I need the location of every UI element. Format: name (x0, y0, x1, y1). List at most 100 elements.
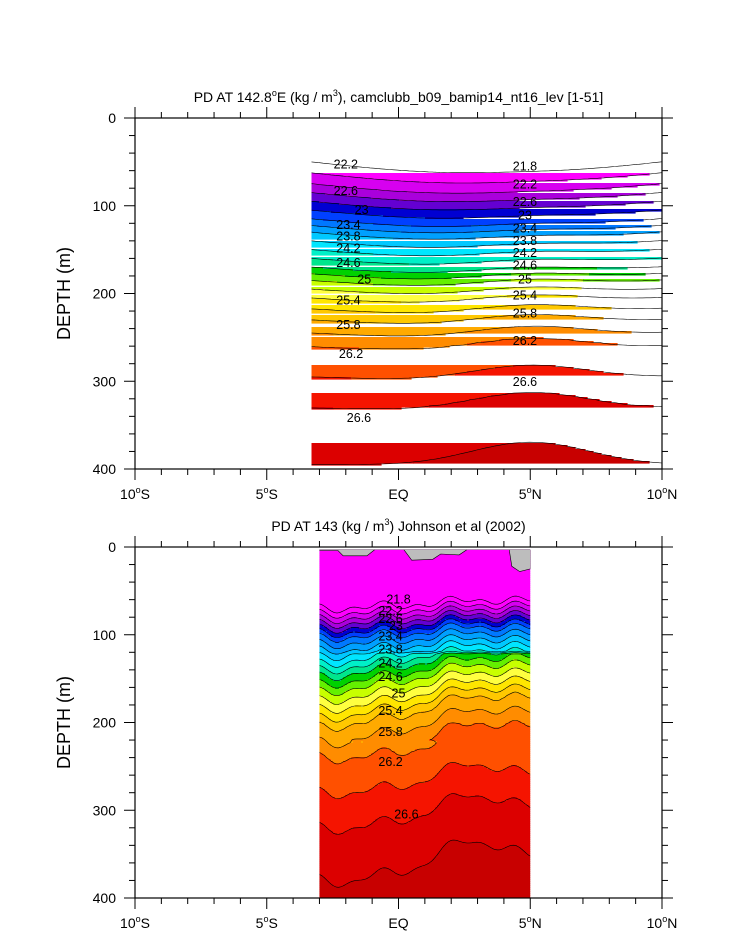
field-band-cell (435, 857, 531, 860)
field-band-cell (371, 711, 422, 714)
field-band-cell (329, 651, 348, 654)
field-band-cell (441, 849, 524, 852)
field-band-cell (407, 873, 531, 876)
field-band-cell (319, 873, 374, 876)
field-band-cell (349, 689, 378, 692)
field-band-cell (413, 639, 426, 642)
field-band-cell (443, 683, 494, 686)
field-band-cell (407, 691, 434, 694)
field-band-cell (327, 725, 350, 728)
field-band-cell (311, 271, 392, 274)
field-band-cell (409, 611, 440, 614)
field-band-cell (373, 283, 456, 286)
field-band-cell (443, 847, 492, 850)
contour-label: 25 (518, 272, 532, 286)
field-band-cell (507, 799, 522, 802)
field-band-cell (431, 779, 531, 782)
field-band-cell (327, 827, 354, 830)
field-band-cell (319, 685, 332, 688)
field-band-cell (523, 637, 531, 640)
y-axis-label: DEPTH (m) (54, 676, 74, 769)
field-band-cell (343, 693, 372, 696)
field-band-cell (319, 637, 330, 640)
field-band-cell (507, 621, 526, 624)
field-band-cell (319, 629, 324, 632)
field-band-cell (375, 661, 398, 664)
field-band-cell (447, 641, 458, 644)
field-band-cell (503, 611, 510, 614)
field-band-cell (319, 889, 531, 892)
field-band-cell (435, 623, 442, 626)
contour-line (319, 683, 531, 723)
field-band-cell (451, 793, 458, 796)
field-band-cell (431, 693, 442, 696)
field-band-cell (319, 777, 434, 780)
field-band-cell (447, 671, 458, 674)
field-band-cell (321, 721, 336, 724)
field-band-cell (427, 663, 440, 666)
field-band-cell (443, 613, 462, 616)
field-band-cell (445, 665, 464, 668)
field-band-cell (397, 617, 408, 620)
field-band-cell (525, 709, 531, 712)
field-band-cell (319, 877, 326, 880)
field-band-cell (445, 681, 464, 684)
field-band-cell (395, 707, 410, 710)
field-band-cell (329, 691, 346, 694)
field-band-cell (325, 877, 368, 880)
field-band-cell (373, 647, 396, 650)
field-band-cell (369, 671, 380, 674)
field-band-cell (597, 267, 628, 270)
field-band-cell (319, 743, 330, 746)
field-band-cell (457, 687, 478, 690)
field-band-cell (489, 711, 504, 714)
field-band-cell (431, 701, 442, 704)
field-band-cell (447, 635, 458, 638)
field-band-cell (495, 613, 498, 616)
field-band-cell (429, 747, 531, 750)
field-band-cell (523, 607, 531, 610)
field-band-cell (367, 687, 380, 690)
field-band-cell (319, 883, 332, 886)
field-band-cell (411, 871, 531, 874)
field-band-cell (441, 639, 488, 642)
field-band-cell (373, 633, 394, 636)
field-band-cell (377, 665, 392, 668)
field-band-cell (443, 727, 531, 730)
field-band-cell (343, 685, 372, 688)
contour-label: 23.8 (513, 234, 537, 248)
field-band-cell (411, 729, 442, 732)
contour-line (319, 659, 531, 696)
field-band-cell (443, 643, 462, 646)
field-band-cell (311, 405, 430, 408)
field-band-cell (329, 881, 352, 884)
field-band-cell (319, 753, 324, 756)
field-band-cell (343, 175, 628, 178)
field-band-cell (447, 601, 456, 604)
field-band-cell (519, 641, 531, 644)
field-band-cell (319, 793, 330, 796)
field-band-cell (433, 675, 444, 678)
field-band-cell (447, 679, 458, 682)
field-band-cell (469, 689, 490, 692)
field-band-cell (461, 621, 480, 624)
field-band-cell (389, 671, 416, 674)
contour-label: 22.2 (334, 158, 358, 172)
field-band-cell (347, 675, 376, 678)
field-band-cell (435, 649, 444, 652)
field-band-cell (347, 683, 374, 686)
y-tick-label: 300 (93, 802, 117, 818)
field-band-cell (413, 461, 650, 464)
field-band-cell (311, 235, 362, 238)
field-band-cell (507, 295, 578, 298)
field-band-cell (311, 263, 410, 266)
field-band-cell (413, 615, 426, 618)
field-band-cell (319, 689, 326, 692)
field-band-cell (311, 221, 348, 224)
field-band-cell (443, 625, 462, 628)
field-band-cell (439, 641, 448, 644)
field-band-cell (529, 725, 531, 728)
field-band-cell (583, 279, 660, 282)
field-band-cell (311, 291, 360, 294)
field-band-cell (327, 717, 348, 720)
